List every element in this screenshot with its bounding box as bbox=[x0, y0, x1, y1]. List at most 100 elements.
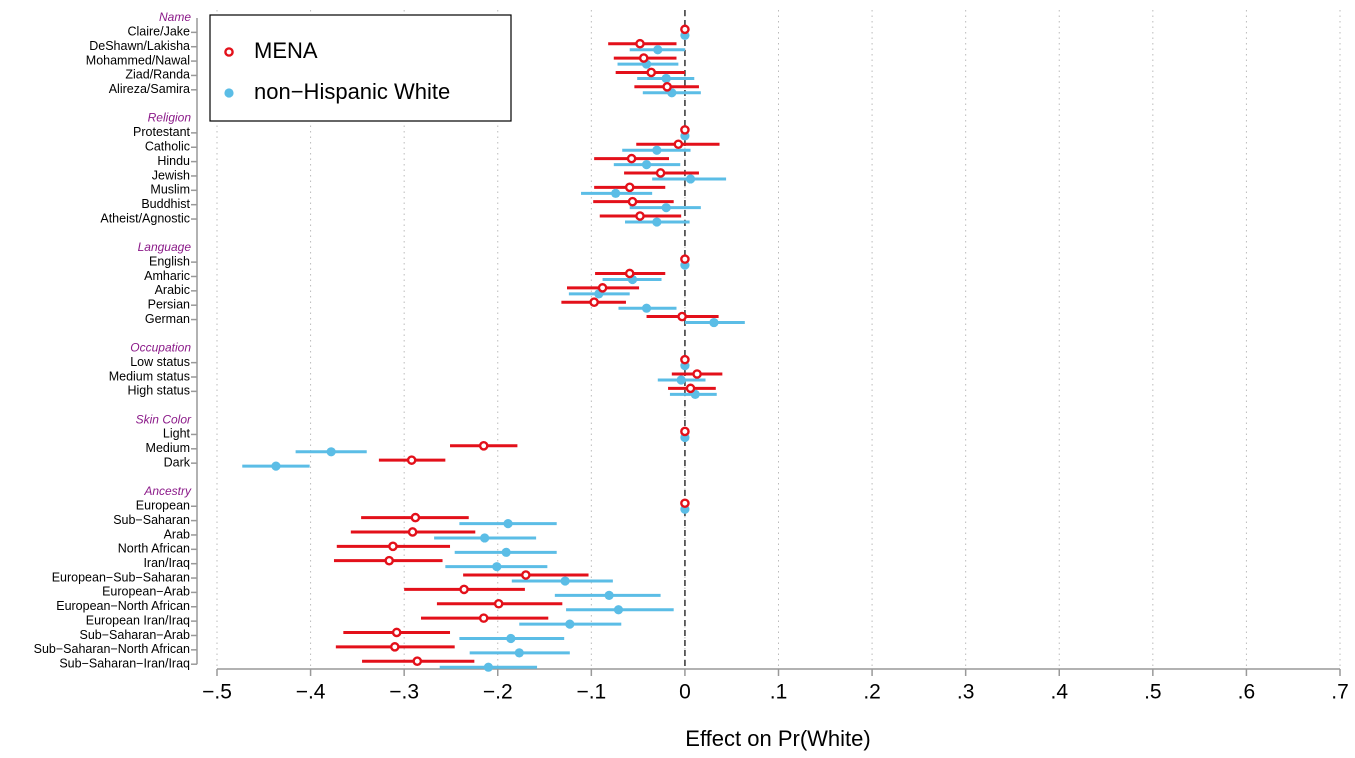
x-tick-label: −.3 bbox=[389, 681, 419, 704]
point bbox=[638, 53, 649, 63]
point bbox=[560, 576, 570, 586]
group-label: Religion bbox=[148, 111, 192, 125]
row-label: Arabic bbox=[155, 283, 190, 297]
x-tick-label: .3 bbox=[957, 681, 975, 704]
point bbox=[589, 297, 599, 308]
point bbox=[492, 562, 502, 572]
point bbox=[597, 283, 608, 293]
x-tick-label: .5 bbox=[1144, 681, 1162, 704]
row-label: Catholic bbox=[145, 140, 190, 154]
point bbox=[384, 555, 394, 566]
point bbox=[326, 447, 336, 457]
point bbox=[676, 375, 686, 385]
point bbox=[692, 369, 702, 379]
point bbox=[406, 455, 417, 465]
row-label: European−North African bbox=[56, 599, 190, 613]
x-tick-label: .2 bbox=[863, 681, 881, 704]
x-tick-label: .1 bbox=[770, 681, 788, 704]
point bbox=[626, 153, 637, 164]
legend-marker bbox=[224, 47, 234, 57]
row-label: Arab bbox=[164, 527, 190, 541]
x-tick-label: .4 bbox=[1050, 681, 1068, 704]
point bbox=[613, 605, 624, 615]
point bbox=[646, 67, 657, 78]
legend-label: non−Hispanic White bbox=[254, 79, 450, 104]
point bbox=[680, 24, 690, 35]
point bbox=[391, 627, 402, 638]
point bbox=[493, 598, 504, 609]
row-label: High status bbox=[127, 384, 190, 398]
point bbox=[565, 619, 575, 629]
legend-marker bbox=[224, 88, 234, 98]
point bbox=[611, 188, 621, 198]
point bbox=[641, 160, 652, 170]
group-label: Skin Color bbox=[136, 412, 192, 426]
point bbox=[390, 642, 400, 652]
row-label: European Iran/Iraq bbox=[86, 613, 190, 627]
row-label: Sub−Saharan−Iran/Iraq bbox=[59, 656, 190, 670]
point bbox=[407, 527, 418, 537]
point bbox=[685, 174, 696, 184]
row-label: Mohammed/Nawal bbox=[86, 53, 190, 67]
row-label: Sub−Saharan−North African bbox=[34, 642, 190, 656]
point bbox=[412, 656, 423, 667]
row-label: Muslim bbox=[150, 183, 190, 197]
point bbox=[478, 440, 489, 451]
row-label: Atheist/Agnostic bbox=[100, 211, 190, 225]
point bbox=[680, 354, 690, 365]
point bbox=[635, 211, 645, 221]
point bbox=[652, 217, 662, 227]
row-label: North African bbox=[118, 542, 190, 556]
point bbox=[521, 570, 531, 580]
x-tick-label: .6 bbox=[1238, 681, 1256, 704]
point bbox=[680, 498, 690, 509]
point bbox=[677, 311, 687, 322]
row-label: Amharic bbox=[144, 269, 190, 283]
row-label: Jewish bbox=[152, 168, 190, 182]
point bbox=[271, 461, 281, 471]
point bbox=[514, 648, 524, 658]
point bbox=[661, 73, 671, 84]
row-label: German bbox=[145, 312, 190, 326]
point bbox=[662, 82, 672, 92]
row-label: English bbox=[149, 254, 190, 268]
row-label: Alireza/Samira bbox=[109, 82, 190, 96]
point bbox=[503, 519, 513, 529]
point bbox=[680, 125, 690, 135]
x-tick-label: −.1 bbox=[576, 681, 606, 704]
point bbox=[635, 38, 645, 49]
row-label: European bbox=[136, 499, 190, 513]
row-label: Protestant bbox=[133, 125, 191, 139]
row-label: Buddhist bbox=[141, 197, 190, 211]
row-label: DeShawn/Lakisha bbox=[89, 39, 190, 53]
x-axis-title: Effect on Pr(White) bbox=[685, 726, 870, 751]
legend-label: MENA bbox=[254, 38, 318, 63]
point bbox=[641, 303, 652, 313]
point bbox=[459, 584, 469, 595]
point bbox=[624, 268, 635, 279]
point bbox=[627, 196, 638, 207]
row-label: Medium bbox=[146, 441, 190, 455]
row-label: Iran/Iraq bbox=[143, 556, 190, 570]
x-tick-label: 0 bbox=[679, 681, 691, 704]
point bbox=[478, 613, 489, 623]
point bbox=[604, 590, 614, 601]
point bbox=[680, 254, 690, 264]
point bbox=[483, 662, 493, 672]
row-label: Light bbox=[163, 427, 191, 441]
row-label: Sub−Saharan−Arab bbox=[79, 628, 190, 642]
row-label: Dark bbox=[164, 455, 191, 469]
point bbox=[709, 317, 719, 328]
legend-box bbox=[209, 14, 512, 122]
group-label: Occupation bbox=[130, 340, 191, 354]
point bbox=[680, 426, 690, 437]
row-label: Ziad/Randa bbox=[125, 68, 190, 82]
row-label: European−Arab bbox=[102, 585, 190, 599]
x-tick-label: −.5 bbox=[202, 681, 232, 704]
group-label: Language bbox=[138, 240, 192, 254]
point bbox=[685, 383, 696, 394]
point bbox=[480, 533, 490, 543]
point bbox=[673, 139, 684, 150]
row-label: Sub−Saharan bbox=[113, 513, 190, 527]
